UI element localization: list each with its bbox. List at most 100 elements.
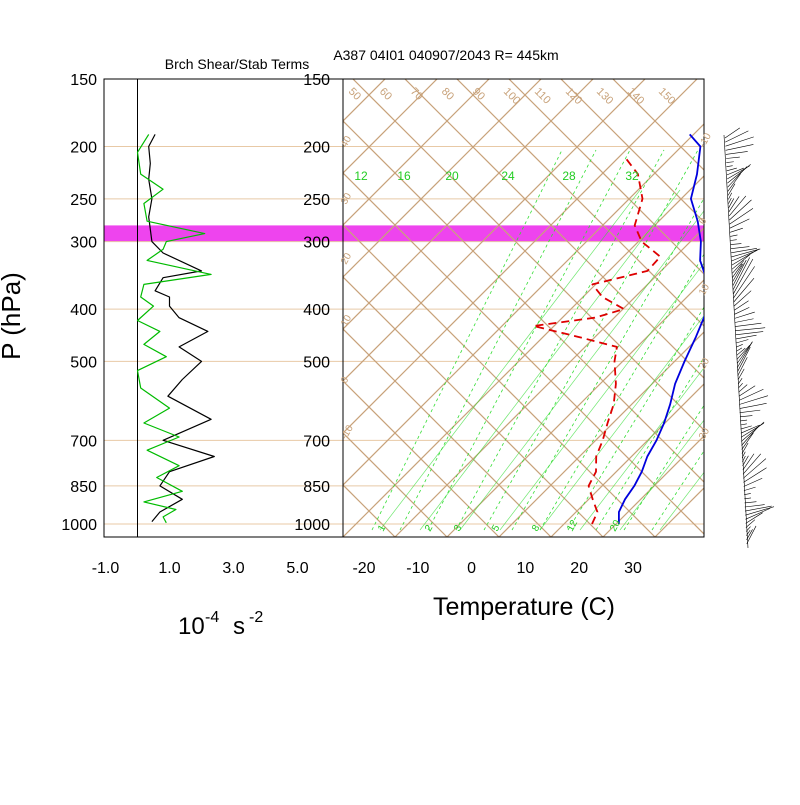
mixing-ratio-label: 20 (445, 169, 459, 183)
wind-barb (738, 382, 743, 389)
wind-barb (741, 451, 746, 458)
mixing-ratio-label: 1 (376, 523, 389, 534)
unit-seconds: s (233, 613, 245, 640)
left-pressure-tick: 700 (70, 433, 97, 450)
pressure-tick-labels: 150 150 200 200 250 250 300 300 400 400 500 500 700 7… (61, 72, 330, 534)
wind-barb (742, 455, 749, 467)
theta-e-label: 40 (339, 134, 354, 150)
moist-adiabat-line (419, 189, 681, 531)
mixing-ratio-line (623, 404, 704, 531)
skewed-isotherm-line (707, 77, 800, 537)
mixing-ratio-line (371, 149, 563, 531)
wind-barb (740, 425, 759, 434)
mixing-ratio-label: 3 (452, 523, 465, 534)
theta-e-label: 30 (339, 191, 354, 207)
wind-barb (726, 167, 737, 172)
mixing-ratio-line (651, 450, 704, 531)
mixing-ratio-label: 12 (565, 518, 580, 534)
wind-barb (725, 136, 754, 147)
wind-barb (732, 259, 747, 286)
wind-barb (733, 277, 755, 303)
dry-adiabat-line (343, 224, 656, 537)
wind-barb (726, 165, 733, 167)
wind-barb (737, 346, 751, 372)
wind-barb (744, 493, 751, 495)
mixing-ratio-label: 12 (354, 169, 368, 183)
mixing-ratio-label: 16 (397, 169, 411, 183)
skewed-isotherm-line (343, 79, 594, 330)
moist-adiabat-line (539, 314, 704, 531)
wind-barb (742, 453, 762, 475)
moist-adiabat-line (459, 210, 704, 531)
mixing-ratio-label: 28 (562, 169, 576, 183)
wind-barb (728, 192, 733, 200)
left-pressure-tick: 1000 (61, 517, 97, 534)
unit-base: 10 (178, 613, 205, 640)
wind-barb (736, 347, 743, 352)
dry-adiabat-line (343, 380, 500, 537)
theta-e-label: -10 (339, 423, 356, 441)
left-x-tick: 5.0 (286, 560, 308, 577)
mixing-ratio-label: 2 (423, 523, 436, 534)
moist-adiabat-line (499, 262, 704, 531)
wind-barb (734, 318, 754, 323)
dry-adiabat-line (343, 172, 704, 535)
wind-barb (732, 257, 750, 290)
wind-barb (741, 442, 749, 454)
theta-label: 60 (377, 86, 394, 103)
wind-barb (727, 166, 748, 188)
right-x-tick: -20 (352, 560, 375, 577)
wind-barb (726, 156, 740, 159)
theta-e-label: 10 (339, 313, 354, 329)
wind-barb (745, 508, 771, 520)
wind-barb (734, 300, 749, 311)
wind-barb (746, 525, 757, 545)
wind-barb (735, 327, 766, 331)
unit-seconds-exponent: -2 (249, 609, 263, 626)
wind-barb (737, 357, 748, 376)
skewed-isotherm-line (343, 79, 698, 434)
wind-barb (727, 164, 751, 184)
stab-term-line (136, 134, 212, 524)
right-pressure-tick: 250 (303, 192, 330, 209)
right-panel-title: A387 04I01 040907/2043 R= 445km (333, 47, 558, 63)
theta-label: 120 (563, 86, 584, 107)
mixing-ratio-line (595, 356, 704, 531)
wind-barb (745, 526, 751, 532)
wind-barb (726, 167, 744, 176)
wind-barb (725, 151, 748, 155)
wind-barb (737, 368, 745, 381)
dry-adiabat-line (560, 79, 704, 223)
wind-barb (740, 419, 748, 422)
wind-barb (736, 344, 750, 360)
wind-barb (737, 341, 753, 368)
right-x-axis-label: Temperature (C) (433, 593, 615, 621)
right-x-tick: 10 (517, 560, 535, 577)
dry-adiabat-line (508, 79, 704, 275)
wind-barb (746, 529, 751, 536)
wind-barb (725, 144, 754, 151)
skewed-isotherm-line (343, 123, 704, 486)
wind-barb (734, 311, 755, 319)
wind-barb (724, 127, 741, 139)
wind-barb (736, 344, 743, 348)
left-pressure-tick: 150 (70, 72, 97, 89)
dry-adiabat-line (343, 120, 704, 483)
moist-adiabat-line (579, 367, 704, 531)
wind-barb (731, 254, 751, 270)
wind-barb (744, 501, 757, 504)
wind-barb (741, 421, 765, 442)
temp-dewpoint-curves (532, 133, 704, 525)
right-pressure-tick: 700 (303, 433, 330, 450)
skewed-isotherm-line (759, 77, 800, 537)
wind-barb (745, 519, 756, 528)
y-axis-label: P (hPa) (0, 272, 26, 360)
wind-barb (732, 260, 745, 274)
theta-e-label: 20 (697, 356, 712, 372)
wind-barb (740, 425, 752, 430)
skewed-isotherm-line (550, 383, 704, 537)
theta-label: 140 (625, 86, 646, 107)
theta-label: 70 (408, 86, 425, 103)
wind-barb (725, 130, 749, 143)
dry-adiabat-line (343, 328, 552, 537)
